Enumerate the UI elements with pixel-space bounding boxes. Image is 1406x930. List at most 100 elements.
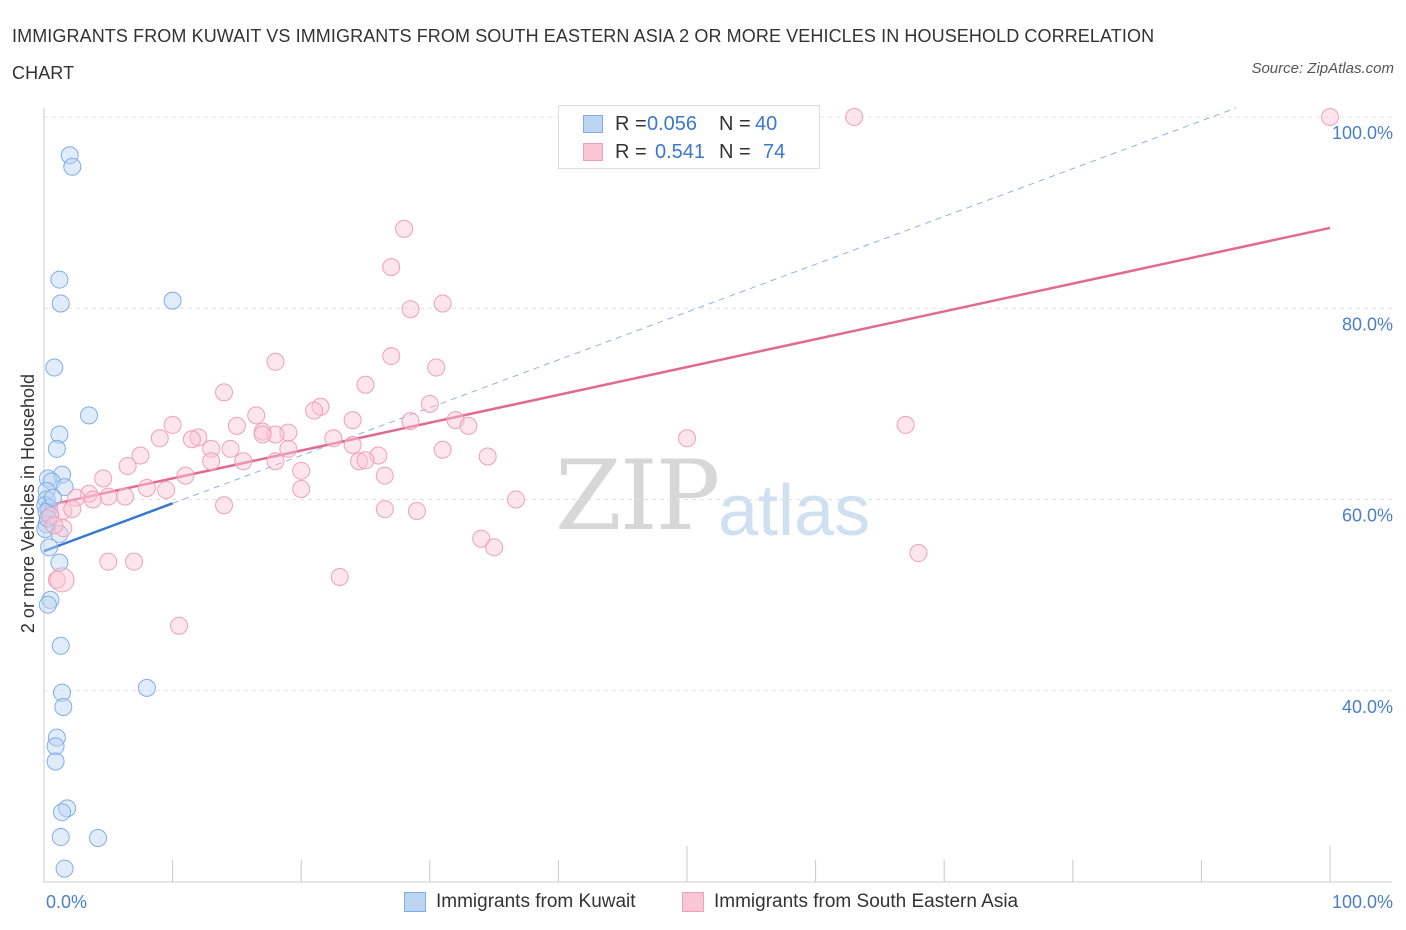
sea-point [356,375,375,394]
kuwait-point [89,829,108,848]
watermark-atlas: atlas [718,471,871,551]
kuwait-point [40,538,59,557]
legend-swatch-kuwait [583,115,603,133]
sea-point [116,487,135,506]
kuwait-point [137,678,156,697]
sea-point [163,415,182,434]
y-tick-label: 40.0% [1342,697,1393,717]
sea-point [131,446,150,465]
y-tick-label: 80.0% [1342,314,1393,334]
x-tick-label: 100.0% [1332,892,1393,912]
kuwait-point [46,752,65,771]
sea-point [678,429,696,448]
sea-point [433,440,452,459]
sea-point [401,300,420,319]
legend-r-value: 0.541 [655,140,706,163]
sea-point [170,616,189,635]
tick-labels: 40.0% 60.0% 80.0% 100.0% 0.0% 100.0% 2 or more… [18,123,1393,912]
kuwait-point [51,828,70,847]
sea-trend-line [43,226,1331,508]
sea-point [63,500,82,519]
sea-point [266,452,285,471]
sea-point [125,552,144,571]
sea-point [157,480,176,499]
sea-point [202,439,221,458]
sea-point [47,570,66,589]
data-points [36,108,1339,878]
sea-point [83,490,102,509]
legend-row-kuwait: R = 0.056 N = 40 [583,112,777,136]
sea-point-large [49,567,75,593]
legend-r-value: 0.056 [647,112,698,135]
sea-point [292,479,311,498]
kuwait-point [50,270,69,289]
sea-point [420,394,439,413]
sea-point [343,411,362,430]
kuwait-point [44,488,63,507]
chart-source: Source: ZipAtlas.com [1251,60,1394,77]
bottom-legend-label-kuwait: Immigrants from Kuwait [436,891,636,912]
kuwait-trend-line [43,502,174,553]
kuwait-point [55,859,74,878]
trend-lines [43,107,1331,553]
kuwait-point [53,803,72,822]
legend-swatch-sea [583,143,603,161]
kuwait-point [55,478,74,497]
sea-point [182,430,201,449]
sea-point [433,294,452,313]
legend-row-sea: R = 0.541 N = 74 [583,140,785,164]
sea-point [909,544,928,563]
kuwait-point [60,146,79,165]
sea-point [137,479,156,498]
sea-point [99,487,118,506]
x-tick-label: 0.0% [46,892,87,912]
sea-point [472,529,491,548]
kuwait-point [38,509,57,528]
sea-point [896,415,915,434]
legend-n-value: 74 [763,140,786,163]
sea-point [382,347,401,366]
bottom-legend-swatch-sea [682,892,704,912]
sea-point [118,457,137,476]
legend-n-label: N = [719,140,751,163]
kuwait-point [51,636,70,655]
kuwait-point [47,439,66,458]
legend-r-label: R = [615,140,647,163]
sea-point [356,451,375,470]
kuwait-point [38,595,57,614]
kuwait-point [36,520,55,539]
legend-n-label: N = [719,112,751,135]
correlation-legend: R = 0.056 N = 40 R = 0.541 N = 74 [558,105,820,169]
sea-point [395,219,414,238]
sea-point [266,352,285,371]
sea-point [305,401,324,420]
sea-point [227,416,246,435]
sea-point [427,358,446,377]
sea-point [375,500,394,519]
y-axis-label: 2 or more Vehicles in Household [18,374,38,633]
sea-point [292,461,311,480]
sea-point [202,452,221,471]
bottom-legend-sea: Immigrants from South Eastern Asia [682,888,1018,916]
bottom-legend-label-sea: Immigrants from South Eastern Asia [714,891,1019,912]
sea-point [94,469,113,488]
y-tick-label: 60.0% [1342,506,1393,526]
sea-point [382,258,401,277]
sea-point [343,435,362,454]
sea-point [407,501,426,520]
sea-point [845,108,864,126]
axes [43,108,1392,883]
legend-r-label: R = [615,112,647,135]
sea-point [215,496,234,515]
bottom-legend-swatch-kuwait [404,892,426,912]
watermark-zip: ZIP [555,440,720,552]
sea-point [279,439,298,458]
sea-point [99,552,118,571]
sea-point [478,447,497,466]
sea-point [401,412,420,431]
sea-point [350,452,369,471]
kuwait-point [50,553,69,572]
sea-point [234,452,253,471]
kuwait-point [51,294,70,313]
